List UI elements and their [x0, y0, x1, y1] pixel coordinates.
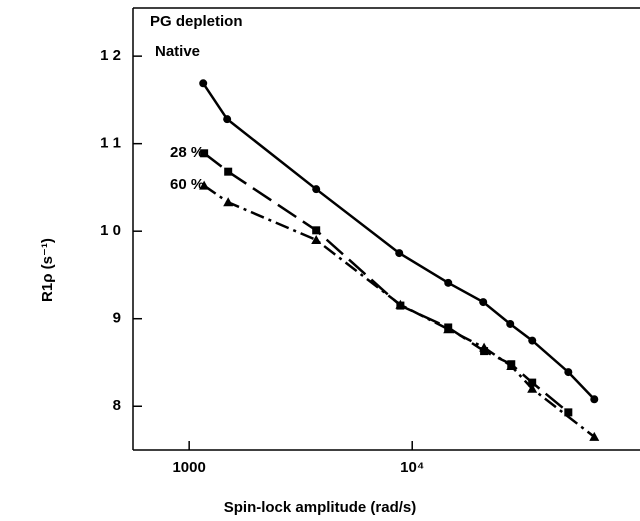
y-tick-label: 9 [113, 310, 121, 327]
point [312, 226, 321, 235]
point [564, 368, 573, 377]
x-axis-title: Spin-lock amplitude (rad/s) [224, 499, 417, 516]
point [223, 115, 232, 124]
annotation: PG depletion [150, 13, 243, 30]
point [479, 342, 490, 352]
point [199, 180, 210, 190]
point [443, 324, 454, 334]
y-axis-title: R1ρ (s⁻¹) [39, 238, 56, 302]
x-tick-label: 10⁴ [400, 459, 424, 476]
point [395, 249, 404, 258]
point [506, 360, 517, 370]
point [224, 167, 233, 176]
point [223, 197, 234, 207]
point [528, 378, 537, 387]
point [527, 383, 538, 393]
fit-line [203, 184, 596, 438]
point [311, 234, 322, 244]
y-tick-label: 1 2 [100, 47, 121, 64]
fit-line [202, 82, 596, 401]
point [564, 408, 573, 417]
point [589, 431, 600, 441]
y-tick-label: 8 [113, 397, 121, 414]
series-label: 60 % [170, 176, 204, 193]
point [590, 395, 599, 404]
point [528, 336, 537, 345]
point [395, 299, 406, 309]
point [200, 149, 209, 158]
point [506, 319, 515, 328]
point [479, 298, 488, 307]
x-tick-label: 1000 [172, 459, 205, 476]
point [312, 185, 321, 194]
y-tick-label: 1 0 [100, 222, 121, 239]
y-tick-label: 1 1 [100, 135, 121, 152]
fit-line [203, 152, 570, 414]
point [444, 278, 453, 287]
series-label: 28 % [170, 144, 204, 161]
series-label: Native [155, 43, 200, 60]
point [199, 79, 208, 88]
